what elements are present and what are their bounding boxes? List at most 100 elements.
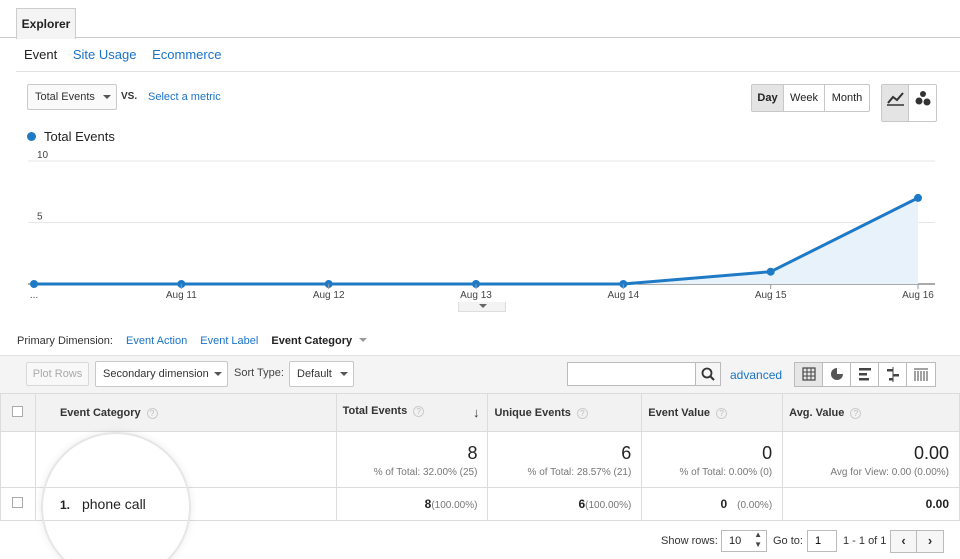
goto-input[interactable] [807,530,837,552]
bar-chart-icon [859,368,871,381]
comparison-view-button[interactable] [879,363,907,386]
header-avg-value[interactable]: Avg. Value? [782,393,960,432]
select-metric-link[interactable]: Select a metric [148,91,221,103]
data-point [766,267,775,276]
series-area [34,197,918,284]
header-total-events[interactable]: Total Events? ↓ [335,393,489,432]
period-week-button[interactable]: Week [784,85,825,111]
primary-dimension-bar: Primary Dimension: Event Action Event La… [17,335,377,347]
primary-dimension-label: Primary Dimension: [17,335,113,347]
row-index: 1. [59,498,70,512]
line-chart-icon [887,92,904,106]
chevron-down-icon [214,372,222,376]
subtab-bar: Event Site Usage Ecommerce [24,47,233,65]
secondary-dimension-label: Secondary dimension [103,368,209,380]
next-page-button[interactable]: › [917,531,943,552]
header-event-category[interactable]: Event Category? [34,393,337,432]
comparison-icon [887,367,899,382]
metric-select[interactable]: Total Events [27,84,117,110]
x-tick-label: Aug 14 [607,290,639,301]
x-tick-label: Aug 13 [460,290,492,301]
show-rows-label: Show rows: [661,535,718,547]
help-icon[interactable]: ? [850,407,862,419]
legend-dot [27,132,36,141]
prev-page-button[interactable]: ‹ [891,531,917,552]
chevron-down-icon [340,372,348,376]
search-icon [701,367,715,381]
tab-explorer[interactable]: Explorer [16,8,76,39]
data-point [914,193,922,202]
chevron-right-icon: › [927,533,933,548]
row-checkbox-cell [0,487,36,521]
subtab-site-usage[interactable]: Site Usage [72,47,137,62]
sort-arrow-down-icon: ↓ [472,405,480,420]
y-tick-label: 10 [37,150,49,161]
chevron-down-icon[interactable] [359,338,368,342]
plot-rows-button[interactable]: Plot Rows [26,362,89,386]
pagination-buttons: ‹ › [890,530,944,553]
x-tick-label: Aug 15 [755,290,787,301]
totals-event-value: 0% of Total: 0.00% (0) [641,431,784,488]
x-tick-label: Aug 16 [902,290,934,301]
header-unique-events[interactable]: Unique Events? [487,393,643,432]
sort-type-select[interactable]: Default [289,361,354,387]
motion-chart-button[interactable] [909,85,936,121]
totals-unique-events: 6% of Total: 28.57% (21) [487,431,643,488]
top-tab-bar: Explorer [0,0,960,39]
pivot-view-button[interactable] [907,363,935,386]
dimension-event-label[interactable]: Event Label [200,335,259,347]
chevron-down-icon [479,304,487,308]
secondary-dimension-select[interactable]: Secondary dimension [95,361,228,387]
dimension-event-category[interactable]: Event Category [271,335,353,347]
totals-total-events: 8% of Total: 32.00% (25) [335,431,489,488]
line-chart-button[interactable] [882,85,909,121]
table-header-row: Event Category? Total Events? ↓ Unique Ev… [0,393,960,432]
table-footer: Show rows: 10 ▲▼ Go to: 1 - 1 of 1 ‹ › [0,520,960,559]
chart-type-toggle [881,84,937,122]
help-icon[interactable]: ? [146,407,158,419]
subtab-event[interactable]: Event [24,47,58,62]
period-day-button[interactable]: Day [752,85,784,111]
table-search-input[interactable] [568,363,696,385]
chevron-down-icon [103,95,111,99]
show-rows-select[interactable]: 10 ▲ ▼ [721,530,767,552]
legend-label: Total Events [44,129,115,144]
help-icon[interactable]: ? [413,406,425,417]
dimension-event-action[interactable]: Event Action [126,335,188,347]
search-button[interactable] [695,363,720,385]
x-tick-label: Aug 11 [166,290,197,301]
select-all-checkbox[interactable] [12,405,24,417]
row-checkbox[interactable] [12,497,24,508]
performance-view-button[interactable] [851,363,879,386]
subtab-ecommerce[interactable]: Ecommerce [152,47,222,62]
period-month-button[interactable]: Month [831,92,863,104]
header-checkbox-cell [0,393,36,432]
period-toggle: Day Week Month [751,84,870,112]
grid-icon [802,367,816,381]
table-row: 1. phone call 8(100.00%) 6(100.00%) 0 (0.0… [0,487,960,521]
totals-blank [0,431,36,488]
table-search [567,362,721,386]
bubble-chart-icon [915,91,931,106]
totals-row: 8% of Total: 32.00% (25) 6% of Total: 28… [0,431,960,488]
help-icon[interactable]: ? [576,407,588,419]
sort-type-value: Default [297,368,332,380]
y-tick-label: 5 [37,212,43,223]
row-category-link[interactable]: phone call [81,496,146,512]
data-table-view-button[interactable] [795,363,823,386]
row-unique-events: 6(100.00%) [487,487,643,521]
row-event-category: 1. phone call [34,487,337,521]
pivot-icon [914,368,928,381]
vs-label: VS. [121,91,138,102]
chevron-left-icon: ‹ [901,533,906,548]
totals-avg-value: 0.00 Avg for View: 0.00 (0.00%) [782,431,960,488]
chart-resize-handle[interactable] [458,302,506,312]
advanced-filter-link[interactable]: advanced [730,368,783,382]
help-icon[interactable]: ? [716,407,728,419]
x-tick-label: Aug 12 [313,290,345,301]
pie-view-button[interactable] [823,363,851,386]
divider [16,71,960,72]
table-view-toggle [794,362,936,387]
chart-legend[interactable]: Total Events [27,129,115,144]
header-event-value[interactable]: Event Value? [641,393,784,432]
